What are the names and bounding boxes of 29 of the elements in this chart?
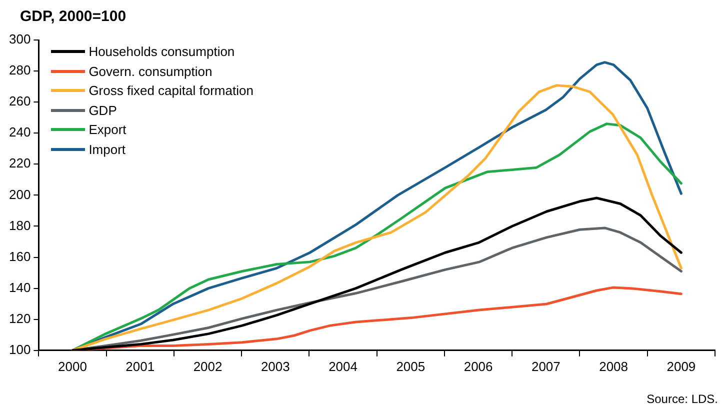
y-tick-label: 280 [8,62,31,78]
x-tick-label: 2008 [599,358,628,374]
x-tick-label: 2005 [396,358,426,374]
y-tick-label: 240 [8,124,31,140]
x-tick-label: 2009 [666,358,696,374]
y-tick-label: 100 [8,342,31,357]
x-tick-label: 2004 [328,358,358,374]
x-tick-label: 2006 [464,358,493,374]
source-note: Source: LDS. [646,392,718,406]
y-tick-label: 140 [8,280,31,295]
legend-label: Households consumption [88,43,235,61]
y-tick-label: 300 [8,32,31,47]
legend-label: Gross fixed capital formation [88,82,254,100]
chart-title: GDP, 2000=100 [20,8,126,25]
y-tick-label: 220 [8,156,31,171]
y-tick-label: 160 [8,248,31,264]
y-tick-label: 200 [8,186,31,202]
x-tick-label: 2000 [58,358,87,374]
x-tick-label: 2002 [193,358,222,374]
x-tick-label: 2001 [126,358,155,374]
x-tick-label: 2007 [531,358,560,374]
legend-label: GDP [88,102,117,120]
x-tick-label: 2003 [260,358,290,374]
y-tick-label: 120 [8,310,31,326]
y-tick-label: 260 [8,94,31,109]
legend-label: Export [88,121,126,139]
legend-label: Govern. consumption [88,62,212,81]
y-tick-label: 180 [8,218,31,233]
legend-label: Import [88,140,126,159]
